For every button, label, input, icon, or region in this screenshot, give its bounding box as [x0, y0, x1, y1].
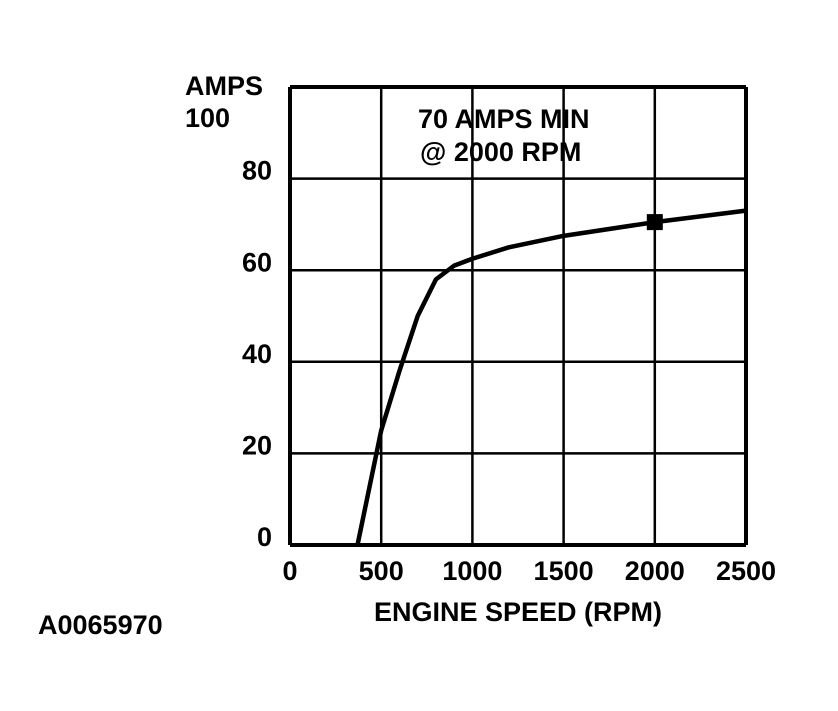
y-axis-title: AMPS: [185, 71, 263, 101]
x-tick-label: 1500: [534, 556, 594, 586]
marker: [646, 214, 663, 231]
y-tick-label: 40: [242, 339, 272, 369]
y-tick-label: 100: [185, 103, 230, 133]
y-tick-label: 60: [242, 247, 272, 277]
y-tick-label: 80: [242, 156, 272, 186]
x-axis-title: ENGINE SPEED (RPM): [374, 597, 662, 627]
y-tick-label: 20: [242, 431, 272, 461]
x-tick-label: 500: [359, 556, 404, 586]
x-tick-label: 2500: [716, 556, 776, 586]
x-tick-label: 0: [282, 556, 297, 586]
line: [355, 208, 747, 546]
x-tick-label: 1000: [442, 556, 502, 586]
annotation: 70 AMPS MIN: [418, 104, 590, 134]
y-tick-label: 0: [257, 522, 272, 552]
annotation: @ 2000 RPM: [420, 137, 581, 167]
figure-id: A0065970: [38, 610, 163, 640]
x-tick-label: 2000: [625, 556, 685, 586]
